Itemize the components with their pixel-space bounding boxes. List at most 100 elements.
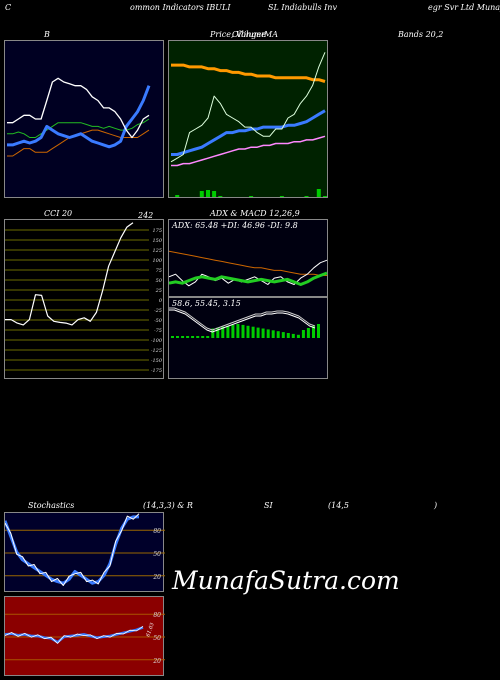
cci-line (5, 222, 134, 326)
cci-tick-label: 125 (152, 248, 162, 254)
macd-histogram-bar (291, 333, 295, 338)
adx-panel: ADX: 65.48 +DI: 46.96 -DI: 9.8 (168, 219, 328, 297)
stoch-tick-label: 50 (153, 551, 161, 558)
rsi-tick-label: 80 (153, 612, 161, 619)
cci-tick-label: -25 (154, 308, 162, 314)
macd-histogram-bar (186, 336, 190, 338)
rsi-line (5, 626, 144, 644)
price-label: Price, Volume (210, 30, 266, 39)
bands-label: Bands 20,2 (398, 30, 444, 39)
stoch-tick-label: 20 (152, 574, 161, 581)
macd-histogram-bar (221, 326, 225, 338)
macd-histogram-bar (201, 336, 205, 338)
adx-plus-di-line (169, 259, 328, 287)
macd-histogram-bar (176, 336, 179, 338)
macd-histogram-bar (196, 336, 200, 338)
macd-histogram-bar (286, 333, 290, 338)
macd-histogram-bar (226, 325, 230, 338)
cci-tick-label: -125 (151, 348, 162, 354)
volume-bar (249, 196, 254, 197)
macd-chart (169, 307, 320, 338)
volume-bar (218, 196, 223, 197)
macd-histogram-bar (256, 327, 260, 338)
macd-histogram-bar (271, 330, 275, 338)
macd-histogram-bar (181, 336, 185, 338)
header-indicators: ommon Indicators IBULI (130, 3, 231, 12)
volume-bar (279, 196, 284, 197)
volume-bar (206, 190, 210, 197)
volume-bar (199, 191, 204, 197)
macd-histogram-bar (266, 329, 270, 338)
macd-histogram-bar (281, 332, 285, 338)
macd-histogram-bar (241, 324, 245, 338)
cci-chart: 175 150 125 100 75 50 25 0 -25 -50 -75 -100 -125 -150… (5, 222, 163, 374)
stoch-params: (14,3,3) & R (143, 501, 193, 510)
stoch-d-line (5, 515, 139, 585)
watermark: MunafaSutra.com (172, 566, 400, 595)
cci-tick-label: 0 (159, 298, 163, 304)
cci-tick-label: 25 (155, 288, 162, 294)
rsi-params-close: ) (434, 501, 438, 510)
macd-histogram-bar (261, 328, 265, 338)
stoch-k-line (5, 513, 140, 586)
ma-label: MA (264, 30, 278, 39)
cci-tick-label: 175 (152, 228, 162, 234)
stoch-panel: 80 50 20 (4, 512, 165, 592)
volume-bar (212, 191, 217, 197)
macd-histogram-bar (306, 328, 310, 338)
bollinger-panel (4, 40, 164, 198)
rsi-value-label: 61.03 (145, 622, 156, 638)
cci-tick-label: 75 (156, 268, 162, 274)
cci-panel: 175 150 125 100 75 50 25 0 -25 -50 -75 -100 -125 -150… (4, 219, 164, 379)
cci-tick-label: -75 (154, 328, 162, 334)
macd-histogram-bar (301, 330, 305, 338)
cci-tick-label: -175 (151, 368, 162, 374)
cci-value: 242 (138, 211, 154, 220)
rsi-chart: 80 50 20 61.03 (5, 612, 165, 665)
volume-bar (175, 195, 180, 197)
bollinger-chart (7, 77, 151, 157)
macd-histogram-bar (231, 324, 235, 338)
header-company: egr Svr Ltd Munafa (428, 3, 500, 12)
adx-minus-di-line (169, 250, 327, 276)
macd-histogram-bar (191, 336, 195, 338)
macd-histogram-bar (317, 324, 320, 338)
adx-title: ADX & MACD 12,26,9 (210, 209, 300, 218)
adx-readout: ADX: 65.48 +DI: 46.96 -DI: 9.8 (172, 221, 298, 230)
cci-tick-label: 100 (152, 258, 162, 264)
header-c: C (5, 3, 12, 12)
macd-histogram-bar (246, 325, 250, 338)
stoch-label: Stochastics (28, 501, 75, 510)
price-panel (168, 40, 328, 198)
rsi-params: (14,5 (328, 501, 349, 510)
cci-tick-label: -150 (151, 358, 163, 364)
price-ma-chart (170, 52, 327, 197)
macd-histogram-bar (312, 326, 315, 338)
price-line (170, 52, 326, 163)
cci-label: CCI 20 (44, 209, 73, 218)
ma-long-line (171, 63, 326, 83)
macd-signal-line (169, 307, 316, 331)
adx-line (169, 271, 328, 286)
macd-histogram-bar (211, 328, 215, 338)
ma-short-line (171, 135, 326, 167)
bollinger-price-line (7, 77, 150, 139)
ma-mid-line (171, 109, 326, 156)
macd-line (169, 309, 316, 333)
macd-histogram-bar (296, 334, 300, 338)
cci-tick-label: -50 (154, 318, 163, 324)
rsi-signal-line (5, 625, 144, 644)
rsi-panel: 80 50 20 61.03 (4, 596, 165, 676)
volume-bar (316, 189, 321, 197)
rsi-tick-label: 20 (152, 658, 161, 665)
rsi-label: SI (264, 501, 273, 510)
cci-tick-label: -100 (151, 338, 163, 344)
macd-histogram-bar (216, 327, 220, 338)
macd-histogram-bar (251, 326, 255, 338)
bollinger-overlay-label: Ollinger (232, 30, 266, 39)
macd-histogram-bar (171, 336, 174, 338)
header-symbol: SL Indiabulls Inv (268, 3, 337, 12)
rsi-tick-label: 50 (153, 635, 161, 642)
volume-bar (304, 196, 309, 197)
macd-histogram-bar (276, 331, 280, 338)
